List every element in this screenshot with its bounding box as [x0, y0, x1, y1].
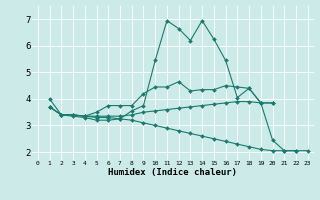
X-axis label: Humidex (Indice chaleur): Humidex (Indice chaleur) — [108, 168, 237, 177]
